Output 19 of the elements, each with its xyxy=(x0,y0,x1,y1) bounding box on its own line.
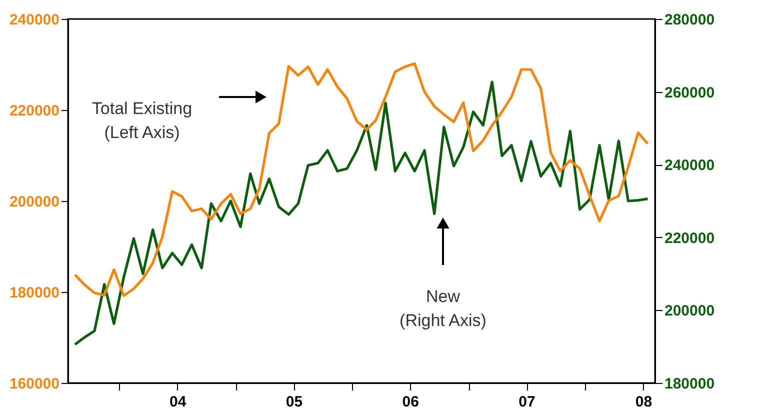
x-tick-label: 07 xyxy=(518,394,536,410)
y-tick-label: 180000 xyxy=(9,284,60,302)
y-tick-label: 200000 xyxy=(9,194,60,210)
line-series xyxy=(74,80,649,346)
x-tick-label: 04 xyxy=(170,394,187,410)
x-tick-label: 06 xyxy=(402,394,419,410)
y-tick-label: 240000 xyxy=(9,12,60,28)
y-tick-label: 160000 xyxy=(9,376,60,392)
x-tick-label: 08 xyxy=(635,394,652,410)
annotation: Total Existing (Left Axis) xyxy=(92,99,192,142)
y2-tick-label: 240000 xyxy=(664,157,715,174)
y2-tick-label: 280000 xyxy=(664,12,715,28)
x-tick-label: 05 xyxy=(286,394,303,410)
y2-tick-label: 180000 xyxy=(664,376,715,392)
y-tick-label: 220000 xyxy=(9,102,60,120)
y2-tick-label: 200000 xyxy=(664,302,715,320)
y2-tick-label: 220000 xyxy=(664,230,715,247)
annotation: New (Right Axis) xyxy=(400,287,486,330)
y2-tick-label: 260000 xyxy=(664,84,715,102)
